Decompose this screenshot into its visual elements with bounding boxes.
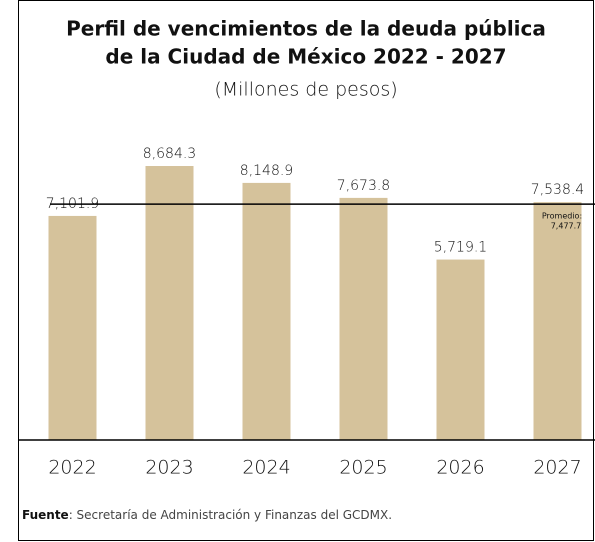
x-tick-label: 2023 — [145, 457, 193, 479]
chart-subtitle: (Millones de pesos) — [214, 79, 397, 101]
chart-title: de la Ciudad de México 2022 - 2027 — [105, 45, 506, 69]
x-tick-label: 2024 — [242, 457, 290, 479]
frame — [18, 0, 594, 541]
value-label: 7,673.8 — [337, 178, 390, 194]
value-label: 8,148.9 — [240, 163, 293, 179]
source-text: : Secretaría de Administración y Finanza… — [69, 508, 392, 522]
source: Fuente: Secretaría de Administración y F… — [22, 508, 392, 522]
average-label: Promedio: — [542, 212, 582, 221]
source-label: Fuente — [22, 508, 69, 522]
bar — [242, 182, 291, 440]
average-value-label: 7,477.7 — [551, 222, 582, 231]
x-tick-label: 2022 — [48, 457, 96, 479]
x-tick-label: 2025 — [339, 457, 387, 479]
x-tick-label: 2026 — [436, 457, 484, 479]
value-label: 5,719.1 — [434, 240, 487, 256]
value-label: 7,538.4 — [531, 182, 584, 198]
bar — [339, 197, 388, 440]
chart-title: Perfil de vencimientos de la deuda públi… — [66, 17, 546, 41]
bar — [436, 259, 485, 440]
value-label: 8,684.3 — [143, 146, 196, 162]
bar — [48, 215, 97, 440]
bar — [533, 202, 582, 440]
x-tick-label: 2027 — [533, 457, 581, 479]
bar — [145, 166, 194, 441]
